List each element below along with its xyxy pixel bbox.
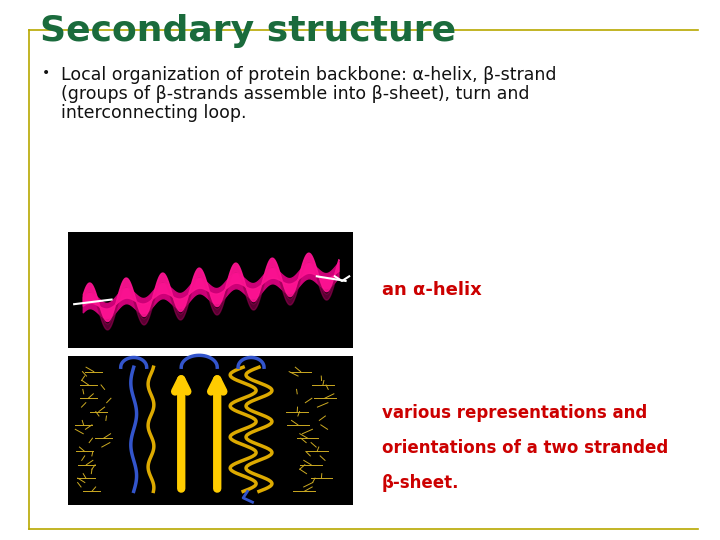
FancyBboxPatch shape — [68, 232, 353, 348]
Text: an α-helix: an α-helix — [382, 281, 482, 299]
Text: various representations and: various representations and — [382, 404, 647, 422]
Text: orientations of a two stranded: orientations of a two stranded — [382, 439, 668, 457]
Text: Local organization of protein backbone: α-helix, β-strand: Local organization of protein backbone: … — [61, 66, 557, 84]
FancyBboxPatch shape — [68, 356, 353, 505]
Text: interconnecting loop.: interconnecting loop. — [61, 104, 247, 122]
Text: (groups of β-strands assemble into β-sheet), turn and: (groups of β-strands assemble into β-she… — [61, 85, 530, 103]
Text: Secondary structure: Secondary structure — [40, 14, 456, 48]
Text: •: • — [42, 66, 50, 80]
Text: β-sheet.: β-sheet. — [382, 474, 459, 492]
